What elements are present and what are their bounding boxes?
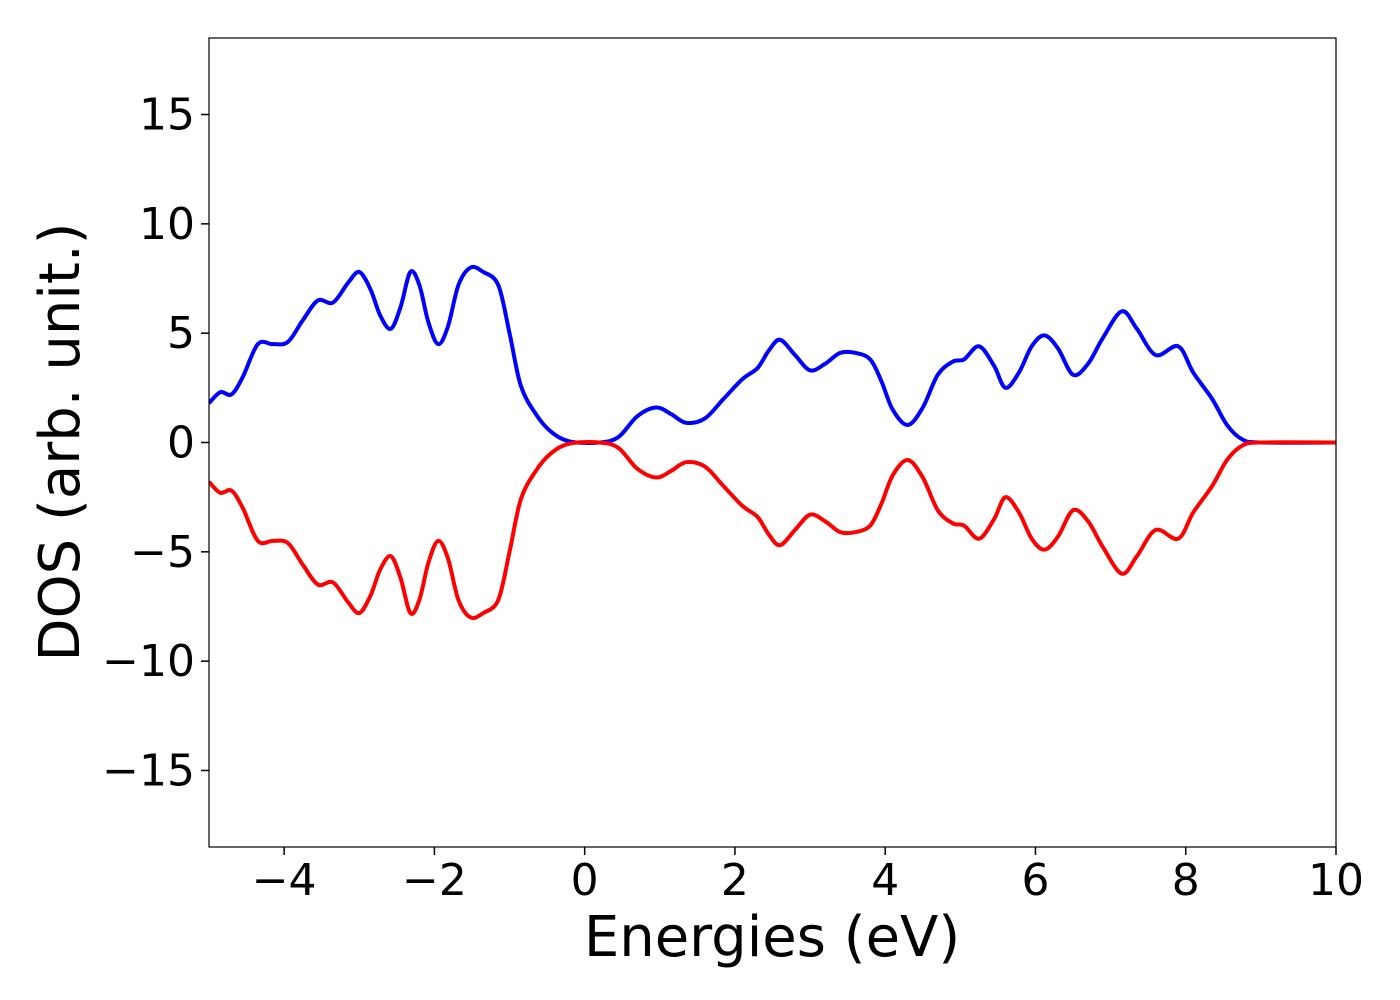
y-tick-label: 10	[139, 199, 195, 250]
x-tick-label: 6	[1021, 855, 1049, 906]
x-tick-label: 2	[721, 855, 749, 906]
plot-area-frame	[208, 37, 1337, 848]
y-axis-label: DOS (arb. unit.)	[28, 222, 93, 661]
x-tick-label: 4	[871, 855, 899, 906]
x-axis-label: Energies (eV)	[584, 905, 960, 970]
x-tick-label: 10	[1308, 855, 1364, 906]
y-tick-label: −10	[102, 636, 195, 687]
x-tick-label: −2	[402, 855, 467, 906]
x-tick-label: 8	[1172, 855, 1200, 906]
y-tick-label: 15	[139, 90, 195, 141]
y-axis: 15 10 5 0 −5 −10 −15	[102, 90, 209, 796]
x-tick-label: −4	[252, 855, 317, 906]
y-tick-label: −5	[130, 527, 195, 578]
x-axis: −4 −2 0 2 4 6 8 10	[252, 847, 1364, 906]
x-tick-label: 0	[571, 855, 599, 906]
series-line-lower	[209, 440, 1336, 621]
y-tick-label: 0	[167, 418, 195, 469]
y-tick-label: 5	[167, 308, 195, 359]
series-line-upper	[209, 264, 1336, 445]
y-tick-label: −15	[102, 745, 195, 796]
series-layer	[209, 264, 1336, 621]
